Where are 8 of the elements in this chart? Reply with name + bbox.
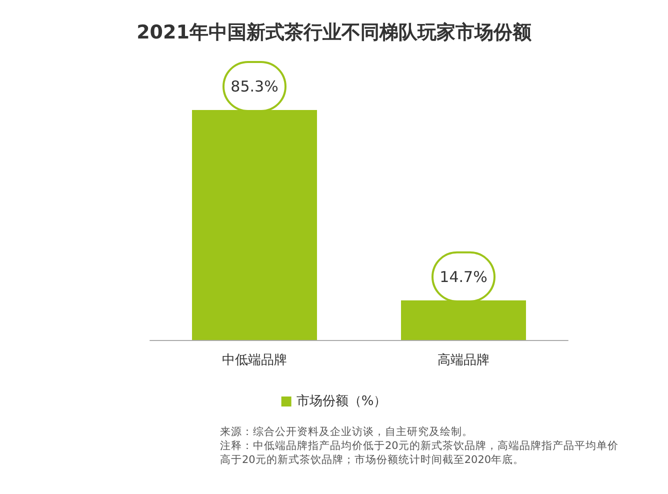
data-label: 85.3% [230, 78, 278, 96]
chart-title: 2021年中国新式茶行业不同梯队玩家市场份额 [136, 22, 532, 44]
legend-label: 市场份额（%） [296, 394, 387, 409]
source-note: 来源：综合公开资料及企业访谈，自主研究及绘制。 [220, 425, 473, 438]
x-tick-label: 高端品牌 [438, 352, 490, 368]
text: 注释：中低端品牌指产品均价低于20元的新式茶饮品牌，高端品牌指产品平均单价高于20元的新式茶饮品牌；市场份额统计时间截至2020年底。 [220, 439, 618, 466]
data-label: 14.7% [440, 268, 488, 286]
x-tick-label: 中低端品牌 [222, 353, 287, 368]
